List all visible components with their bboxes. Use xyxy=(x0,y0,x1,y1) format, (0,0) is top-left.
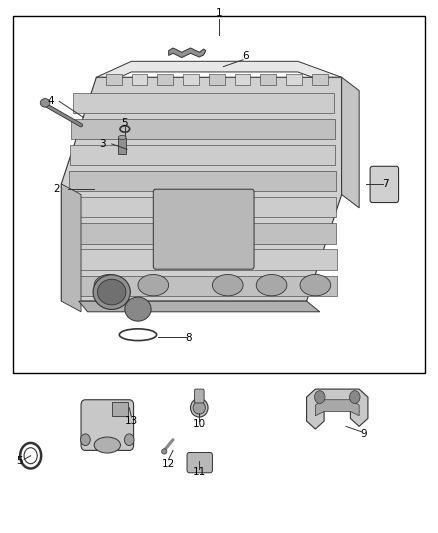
Ellipse shape xyxy=(256,274,287,296)
Text: 4: 4 xyxy=(47,96,54,106)
Bar xyxy=(112,402,128,416)
Circle shape xyxy=(314,391,325,403)
Ellipse shape xyxy=(24,448,37,464)
Text: 10: 10 xyxy=(193,419,206,429)
Polygon shape xyxy=(67,197,336,217)
Ellipse shape xyxy=(138,274,169,296)
Polygon shape xyxy=(70,145,335,165)
Ellipse shape xyxy=(40,99,50,107)
Circle shape xyxy=(350,391,360,403)
Text: 8: 8 xyxy=(185,334,192,343)
Text: 5: 5 xyxy=(16,456,23,466)
Ellipse shape xyxy=(125,297,151,321)
Polygon shape xyxy=(307,389,368,429)
Text: 6: 6 xyxy=(242,51,249,61)
FancyBboxPatch shape xyxy=(370,166,399,203)
Polygon shape xyxy=(71,119,335,139)
Text: 13: 13 xyxy=(125,416,138,426)
Bar xyxy=(118,138,126,154)
Polygon shape xyxy=(65,249,337,270)
Polygon shape xyxy=(342,77,359,208)
Polygon shape xyxy=(209,74,225,85)
Ellipse shape xyxy=(124,434,134,446)
Polygon shape xyxy=(106,74,122,85)
Text: 5: 5 xyxy=(121,118,128,127)
Polygon shape xyxy=(61,184,81,312)
Ellipse shape xyxy=(81,434,90,446)
Polygon shape xyxy=(169,48,206,58)
Polygon shape xyxy=(66,223,336,244)
FancyBboxPatch shape xyxy=(153,189,254,269)
Ellipse shape xyxy=(162,449,167,454)
Text: 9: 9 xyxy=(360,430,367,439)
Polygon shape xyxy=(132,74,148,85)
Polygon shape xyxy=(260,74,276,85)
Polygon shape xyxy=(312,74,328,85)
Text: 1: 1 xyxy=(215,9,223,18)
Ellipse shape xyxy=(212,274,243,296)
Polygon shape xyxy=(69,171,336,191)
Polygon shape xyxy=(157,74,173,85)
FancyBboxPatch shape xyxy=(194,389,204,403)
Text: 7: 7 xyxy=(382,179,389,189)
Ellipse shape xyxy=(191,399,208,417)
Ellipse shape xyxy=(118,135,126,140)
Polygon shape xyxy=(64,276,337,296)
Ellipse shape xyxy=(94,274,125,296)
Ellipse shape xyxy=(93,275,131,309)
Polygon shape xyxy=(73,93,334,113)
Polygon shape xyxy=(79,301,320,312)
Text: 11: 11 xyxy=(193,467,206,477)
Ellipse shape xyxy=(193,401,205,414)
Polygon shape xyxy=(315,400,359,416)
FancyBboxPatch shape xyxy=(81,400,134,450)
Ellipse shape xyxy=(97,279,126,305)
Polygon shape xyxy=(286,74,302,85)
Bar xyxy=(13,16,425,373)
Ellipse shape xyxy=(300,274,331,296)
FancyBboxPatch shape xyxy=(187,453,212,473)
Text: 2: 2 xyxy=(53,184,60,194)
Polygon shape xyxy=(61,77,342,301)
Polygon shape xyxy=(96,61,342,88)
Polygon shape xyxy=(183,74,199,85)
Text: 3: 3 xyxy=(99,139,106,149)
Text: 12: 12 xyxy=(162,459,175,469)
Ellipse shape xyxy=(94,437,120,453)
Polygon shape xyxy=(235,74,251,85)
